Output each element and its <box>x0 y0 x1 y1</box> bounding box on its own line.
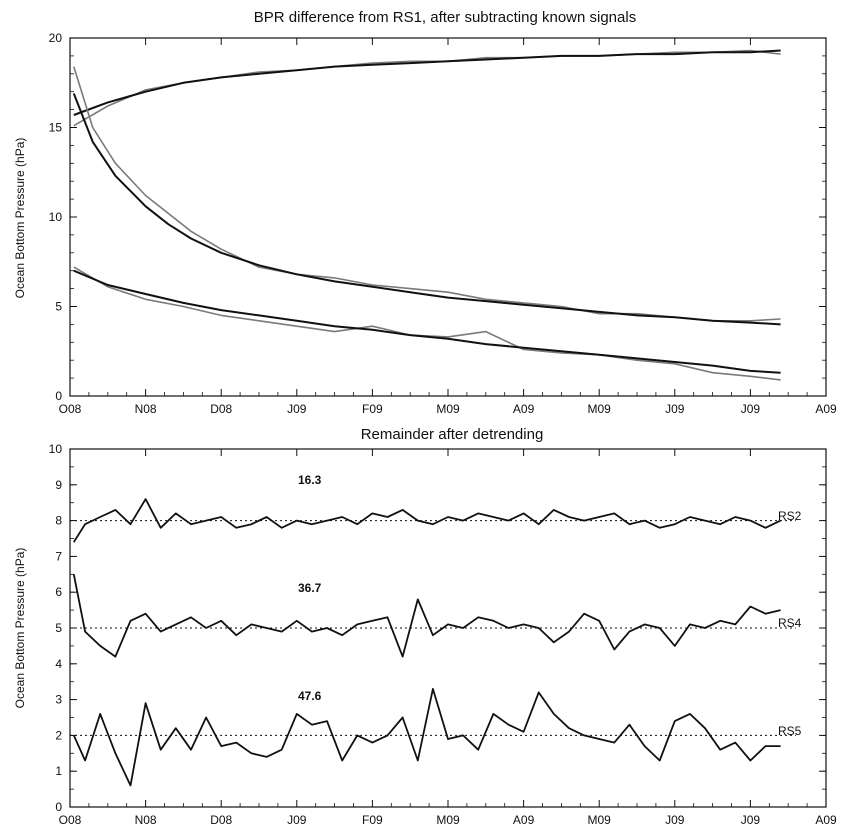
top-ytick-label: 10 <box>49 210 63 224</box>
top-ytick-label: 20 <box>49 31 63 45</box>
bottom-xtick-label: O08 <box>59 813 82 827</box>
fit-curve-line <box>73 269 781 374</box>
chart-top-frame <box>69 37 827 397</box>
top-xtick-label: A09 <box>513 402 535 416</box>
bottom-ytick-label: 7 <box>55 549 62 563</box>
bottom-xtick-label: N08 <box>135 813 157 827</box>
top-ytick-label: 0 <box>55 389 62 403</box>
raw-series-line <box>73 66 781 322</box>
bottom-ytick-label: 1 <box>55 764 62 778</box>
top-xtick-label: M09 <box>588 402 612 416</box>
bottom-ytick-label: 6 <box>55 585 62 599</box>
bottom-xtick-label: J09 <box>665 813 685 827</box>
top-xtick-label: O08 <box>59 402 82 416</box>
series-line-rs5 <box>72 688 781 787</box>
annotation-rs4: 36.7 <box>298 581 322 595</box>
bottom-ytick-label: 8 <box>55 514 62 528</box>
top-xtick-label: M09 <box>436 402 460 416</box>
bottom-ytick-label: 10 <box>49 442 63 456</box>
chart-top-title: BPR difference from RS1, after subtracti… <box>254 9 636 26</box>
top-xtick-label: J09 <box>287 402 307 416</box>
bottom-xtick-label: J09 <box>741 813 761 827</box>
bottom-xtick-label: D08 <box>210 813 232 827</box>
bottom-ytick-label: 3 <box>55 693 62 707</box>
bottom-xtick-label: A09 <box>815 813 837 827</box>
bottom-ytick-label: 5 <box>55 621 62 635</box>
series-line-rs2 <box>73 498 781 543</box>
annotation-rs5: 47.6 <box>298 689 322 703</box>
chart-bottom-frame <box>69 448 827 808</box>
series-label-rs2: RS2 <box>778 509 802 523</box>
bottom-ytick-label: 2 <box>55 728 62 742</box>
top-xtick-label: J09 <box>665 402 685 416</box>
series-label-rs5: RS5 <box>778 724 802 738</box>
annotation-rs2: 16.3 <box>298 473 322 487</box>
chart-top: BPR difference from RS1, after subtracti… <box>13 9 837 416</box>
series-line-rs4 <box>72 574 781 658</box>
chart-bottom-title: Remainder after detrending <box>361 426 544 443</box>
series-label-rs4: RS4 <box>778 616 802 630</box>
bottom-ytick-label: 4 <box>55 657 62 671</box>
top-xtick-label: D08 <box>210 402 232 416</box>
bottom-xtick-label: J09 <box>287 813 307 827</box>
top-xtick-label: J09 <box>741 402 761 416</box>
bottom-xtick-label: F09 <box>362 813 383 827</box>
bottom-ytick-label: 9 <box>55 478 62 492</box>
top-xtick-label: N08 <box>135 402 157 416</box>
bottom-xtick-label: A09 <box>513 813 535 827</box>
chart-bottom-ylabel: Ocean Bottom Pressure (hPa) <box>13 548 27 709</box>
bottom-ytick-label: 0 <box>55 800 62 814</box>
top-ytick-label: 15 <box>49 121 63 135</box>
fit-curve-line <box>72 93 781 326</box>
chart-top-ylabel: Ocean Bottom Pressure (hPa) <box>13 138 27 299</box>
top-ytick-label: 5 <box>55 300 62 314</box>
top-xtick-label: A09 <box>815 402 837 416</box>
bottom-xtick-label: M09 <box>436 813 460 827</box>
top-xtick-label: F09 <box>362 402 383 416</box>
chart-bottom: Remainder after detrending Ocean Bottom … <box>13 426 837 827</box>
fit-curve-line <box>73 49 781 116</box>
bottom-xtick-label: M09 <box>588 813 612 827</box>
